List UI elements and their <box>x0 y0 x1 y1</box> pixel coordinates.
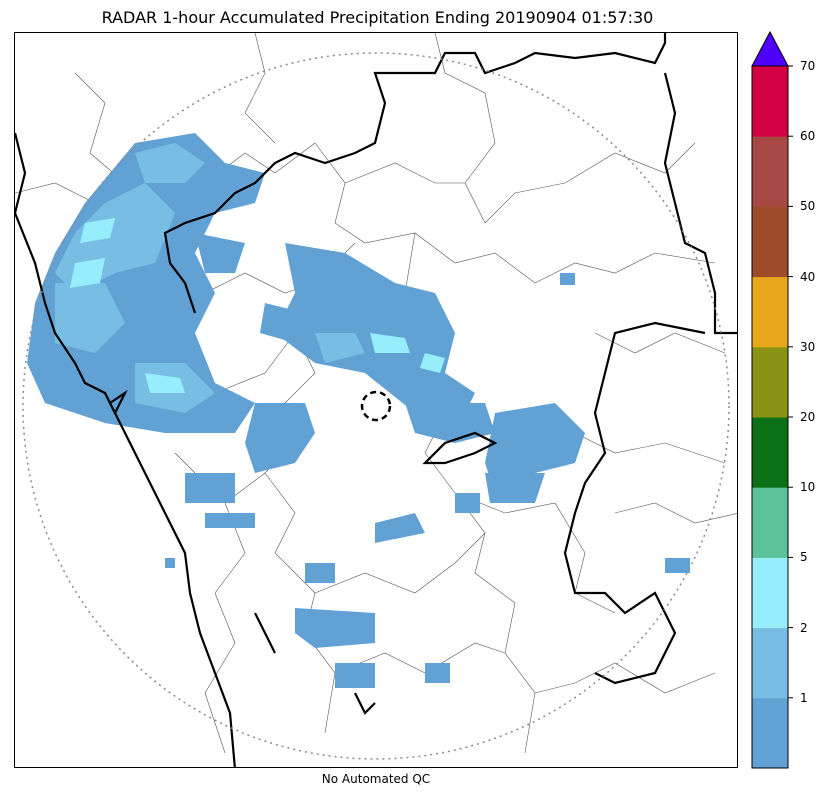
colorbar-tick-label: 60 <box>800 129 816 144</box>
qc-note: No Automated QC <box>321 772 431 786</box>
colorbar-tick-label: 10 <box>800 480 816 495</box>
colorbar-segment <box>752 346 788 418</box>
colorbar-graphic <box>751 30 793 769</box>
colorbar-segment <box>752 276 788 348</box>
radar-site-marker <box>360 390 392 422</box>
colorbar-tick-label: 1 <box>800 690 808 705</box>
colorbar-tick-label: 2 <box>800 620 808 635</box>
colorbar-segment <box>752 136 788 207</box>
colorbar-segment <box>752 557 788 629</box>
state-boundaries <box>15 33 737 767</box>
colorbar-tick-label: 50 <box>800 199 816 214</box>
precipitation-echoes <box>27 133 690 688</box>
map-title: RADAR 1-hour Accumulated Precipitation E… <box>101 8 654 27</box>
colorbar-segment <box>752 66 788 137</box>
colorbar-tick-label: 40 <box>800 269 816 284</box>
colorbar-segment <box>752 697 788 769</box>
colorbar-tick-label: 70 <box>800 59 816 73</box>
colorbar-segment <box>752 487 788 558</box>
radar-map[interactable] <box>14 32 738 768</box>
colorbar <box>751 30 793 769</box>
radar-range-ring <box>22 52 730 760</box>
colorbar-segment <box>752 627 788 699</box>
colorbar-tick-label: 5 <box>800 550 808 565</box>
colorbar-tick-label: 20 <box>800 410 816 424</box>
colorbar-extend-triangle <box>751 30 789 67</box>
colorbar-segment <box>752 417 788 488</box>
radar-map-canvas <box>15 33 737 767</box>
colorbar-tick-label: 30 <box>800 339 816 354</box>
colorbar-segment <box>752 206 788 278</box>
